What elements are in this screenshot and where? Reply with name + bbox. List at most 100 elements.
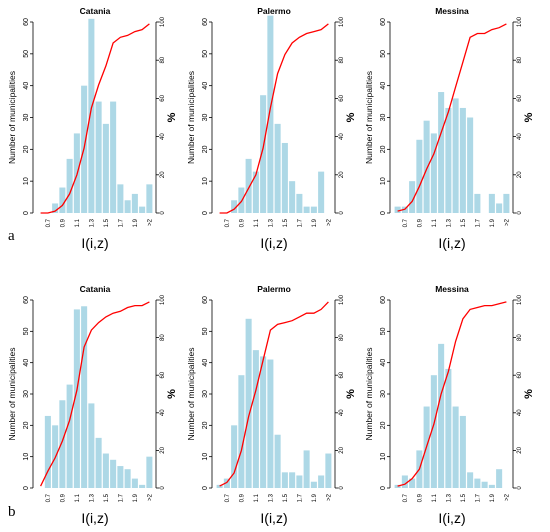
chart-panel-2: Palermo 0 10 20 30 40 50 60 0 20 40 60 80 100 0.7 0.9 1.… <box>186 6 357 251</box>
x-tick-label-0.9: 0.9 <box>417 493 423 502</box>
left-tick-label-20: 20 <box>23 421 30 429</box>
right-tick-label-80: 80 <box>160 56 166 63</box>
bar-1.5 <box>102 123 109 213</box>
bar-0.9 <box>416 139 423 213</box>
y-axis-title-left: Number of municipalities <box>364 71 374 164</box>
bar-1.7 <box>117 184 124 213</box>
left-tick-label-20: 20 <box>202 421 209 429</box>
left-tick-label-0: 0 <box>202 486 209 490</box>
left-tick-label-60: 60 <box>380 18 387 26</box>
bar-1.1 <box>252 350 259 488</box>
right-tick-label-40: 40 <box>160 409 166 416</box>
left-tick-label-30: 30 <box>202 114 209 122</box>
left-tick-label-10: 10 <box>380 177 387 185</box>
bar-0.9 <box>59 400 66 488</box>
bar-1.0 <box>66 384 73 488</box>
right-tick-label-60: 60 <box>160 371 166 378</box>
x-tick-label-1.5: 1.5 <box>104 493 110 502</box>
bar-1.7 <box>474 478 481 488</box>
bar-0.7 <box>401 475 408 488</box>
left-tick-label-0: 0 <box>23 486 30 490</box>
right-tick-label-20: 20 <box>160 171 166 178</box>
row-label-b: b <box>8 504 16 520</box>
x-tick-label-1.9: 1.9 <box>133 493 139 502</box>
bar-0.7 <box>223 478 230 488</box>
right-tick-label-100: 100 <box>339 16 345 27</box>
right-tick-label-80: 80 <box>517 334 523 341</box>
bar-1.1 <box>430 375 437 488</box>
y-axis-title-right: % <box>345 112 357 122</box>
bar-1.0 <box>66 158 73 213</box>
bar-1.2 <box>438 343 445 488</box>
chart-panel-1: Catania 0 10 20 30 40 50 60 0 20 40 60 80 100 0.7 0.9 1.… <box>7 6 178 251</box>
x-tick-label-1.1: 1.1 <box>432 218 438 227</box>
y-axis-title-right: % <box>523 389 535 399</box>
x-tick-label-1.9: 1.9 <box>490 218 496 227</box>
y-axis-title-left: Number of municipalities <box>7 71 17 164</box>
x-tick-label-0.9: 0.9 <box>60 493 66 502</box>
left-tick-label-50: 50 <box>202 50 209 58</box>
left-tick-label-0: 0 <box>380 211 387 215</box>
left-tick-label-50: 50 <box>380 50 387 58</box>
cumulative-line <box>219 301 329 487</box>
right-tick-label-0: 0 <box>160 486 166 490</box>
x-tick-label-1.5: 1.5 <box>461 218 467 227</box>
x-tick-label->2: >2 <box>147 493 153 501</box>
bar-1.4 <box>452 98 459 213</box>
bar-2.0 <box>318 475 325 488</box>
x-tick-label-1.7: 1.7 <box>118 218 124 227</box>
bar-1.2 <box>81 306 88 488</box>
bar-1.6 <box>467 472 474 488</box>
bar-1.8 <box>124 200 131 213</box>
right-tick-label-80: 80 <box>160 334 166 341</box>
left-tick-label-10: 10 <box>23 453 30 461</box>
bar-0.8 <box>409 181 416 213</box>
left-tick-label-40: 40 <box>23 82 30 90</box>
y-axis-title-left: Number of municipalities <box>186 347 196 440</box>
bar->2 <box>325 453 332 488</box>
x-tick-label-1.9: 1.9 <box>490 493 496 502</box>
bar-1.5 <box>459 107 466 213</box>
x-tick-label-1.3: 1.3 <box>89 218 95 227</box>
right-tick-label-0: 0 <box>339 486 345 490</box>
x-tick-label-0.9: 0.9 <box>417 218 423 227</box>
x-tick-label-0.7: 0.7 <box>225 218 231 227</box>
left-tick-label-40: 40 <box>380 82 387 90</box>
bar-1.1 <box>252 171 259 213</box>
bar-1.3 <box>88 403 95 488</box>
x-axis-title: I(i,z) <box>438 235 465 251</box>
bar-1.5 <box>459 415 466 488</box>
bar-1.7 <box>296 475 303 488</box>
row-label-a: a <box>8 228 15 244</box>
bar-1.6 <box>289 472 296 488</box>
y-axis-title-right: % <box>345 389 357 399</box>
bar-0.8 <box>52 203 59 213</box>
x-tick-label-1.7: 1.7 <box>475 218 481 227</box>
right-tick-label-100: 100 <box>160 16 166 27</box>
chart-title: Palermo <box>257 284 291 294</box>
left-tick-label-20: 20 <box>202 145 209 153</box>
left-tick-label-30: 30 <box>23 114 30 122</box>
bar-1.3 <box>267 359 274 488</box>
left-tick-label-30: 30 <box>202 390 209 398</box>
right-tick-label-60: 60 <box>339 371 345 378</box>
chart-panel-5: Palermo 0 10 20 30 40 50 60 0 20 40 60 80 100 0.7 0.9 1.… <box>186 284 357 526</box>
left-tick-label-10: 10 <box>380 453 387 461</box>
right-tick-label-0: 0 <box>517 211 523 215</box>
x-tick-label-0.9: 0.9 <box>239 493 245 502</box>
chart-title: Palermo <box>257 6 291 16</box>
left-tick-label-0: 0 <box>380 486 387 490</box>
bar-1.0 <box>245 318 252 488</box>
bar-1.8 <box>124 469 131 488</box>
left-tick-label-10: 10 <box>202 177 209 185</box>
right-tick-label-20: 20 <box>339 171 345 178</box>
bar-1.4 <box>95 101 102 213</box>
right-tick-label-80: 80 <box>339 334 345 341</box>
left-tick-label-10: 10 <box>23 177 30 185</box>
x-tick-label-1.7: 1.7 <box>118 493 124 502</box>
chart-title: Messina <box>435 284 469 294</box>
left-tick-label-20: 20 <box>23 145 30 153</box>
bar-1.3 <box>88 18 95 213</box>
chart-panel-6: Messina 0 10 20 30 40 50 60 0 20 40 60 80 100 0.7 0.9 1.… <box>364 284 535 526</box>
x-tick-label-1.1: 1.1 <box>75 218 81 227</box>
